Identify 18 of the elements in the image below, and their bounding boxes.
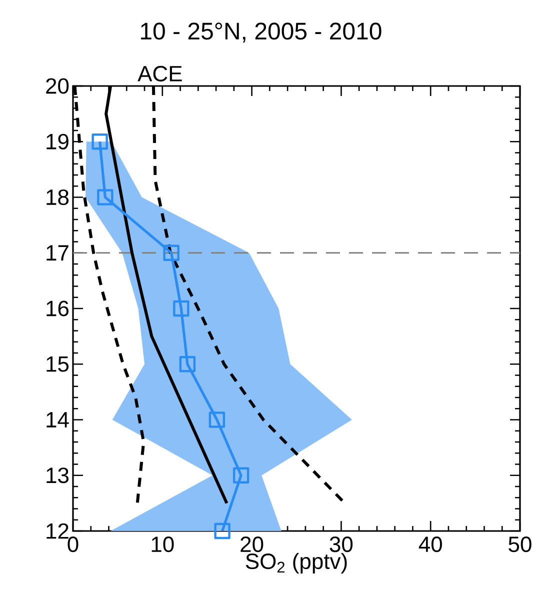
y-tick-label: 16	[46, 300, 69, 316]
x-tick-label: 0	[68, 536, 78, 552]
y-tick-label: 14	[46, 412, 69, 428]
y-tick-label: 19	[46, 134, 68, 150]
x-tick-label: 50	[508, 536, 532, 552]
y-tick-label: 13	[46, 468, 69, 484]
y-tick-label: 17	[46, 245, 68, 260]
y-tick-label: 12	[46, 523, 68, 539]
x-axis-title: SO$_{2}$ (pptv)	[246, 552, 347, 574]
text: ACE	[138, 66, 182, 82]
x-tick-label: 40	[418, 536, 442, 552]
x-tick-label: 20	[240, 536, 264, 552]
x-tick-label: 10	[152, 536, 174, 552]
chart-title: 10 - 25°N, 2005 - 2010	[141, 22, 382, 43]
y-tick-label: 15	[46, 356, 69, 372]
x-tick-label: 30	[330, 536, 353, 552]
y-tick-label: 20	[46, 78, 69, 94]
y-tick-label: 18	[46, 189, 69, 206]
